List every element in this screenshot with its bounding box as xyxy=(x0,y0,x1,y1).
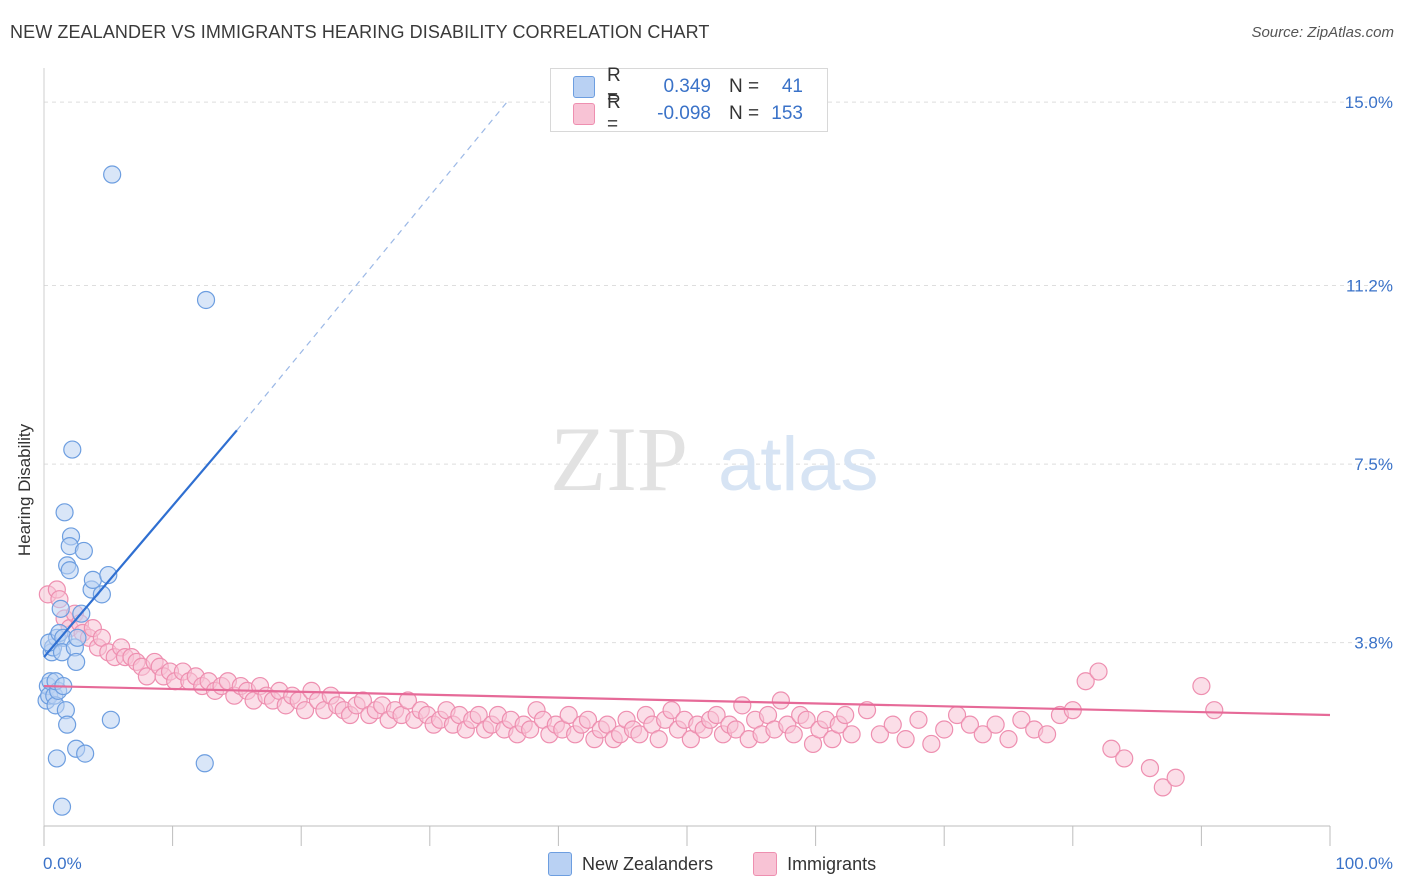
immigrants-point xyxy=(1012,710,1031,729)
y-tick-label: 15.0% xyxy=(1345,93,1393,112)
trend-lines xyxy=(43,101,1331,717)
axes xyxy=(43,68,1331,846)
new-zealanders-trend-extension xyxy=(236,101,508,431)
watermark-zip: ZIP xyxy=(550,408,688,510)
immigrants-point xyxy=(935,720,954,739)
new-zealanders-points xyxy=(37,165,216,816)
new-zealanders-point xyxy=(92,585,111,604)
immigrants-point xyxy=(973,725,992,744)
chart-title: NEW ZEALANDER VS IMMIGRANTS HEARING DISA… xyxy=(10,22,710,42)
immigrants-point xyxy=(896,730,915,749)
immigrants-point xyxy=(1115,749,1134,768)
new-zealanders-point xyxy=(76,744,95,763)
legend-item-new-zealanders: New Zealanders xyxy=(548,852,713,876)
x-tick-label: 0.0% xyxy=(43,854,82,873)
immigrants-point xyxy=(1192,676,1211,696)
immigrants-point xyxy=(726,720,745,739)
x-tick-label: 100.0% xyxy=(1335,854,1393,873)
new-zealanders-point xyxy=(99,565,118,585)
immigrants-point xyxy=(960,715,980,734)
chart-source: Source: ZipAtlas.com xyxy=(1251,24,1394,41)
legend-label: New Zealanders xyxy=(582,853,714,874)
y-tick-labels: 3.8% 7.5% 11.2% 15.0% xyxy=(1345,93,1393,652)
immigrants-point xyxy=(1076,672,1095,691)
n-label: N = xyxy=(729,76,760,97)
new-zealanders-point xyxy=(68,628,87,647)
immigrants-point xyxy=(1037,725,1057,744)
r-label: R = xyxy=(607,65,621,108)
new-zealanders-point xyxy=(74,541,93,561)
x-tick-labels: 0.0% 100.0% xyxy=(43,854,1393,873)
new-zealanders-point xyxy=(55,503,74,522)
immigrants-point xyxy=(1140,758,1160,778)
immigrants-point xyxy=(521,720,540,739)
new-zealanders-point xyxy=(52,797,72,816)
immigrants-point xyxy=(842,725,861,744)
new-zealanders-point xyxy=(47,749,66,768)
immigrants-point xyxy=(999,730,1018,749)
immigrants-point xyxy=(1205,701,1224,720)
immigrants-trend-line xyxy=(43,684,1331,717)
n-value: 41 xyxy=(781,76,803,97)
immigrants-point xyxy=(909,710,928,729)
immigrants-point xyxy=(870,725,890,744)
n-value: 153 xyxy=(771,103,803,124)
immigrants-point xyxy=(1102,739,1121,758)
new-zealanders-point xyxy=(196,290,216,310)
immigrants-point xyxy=(707,705,726,725)
legend-item-immigrants: Immigrants xyxy=(753,852,876,876)
immigrants-point xyxy=(836,705,855,725)
r-value: -0.098 xyxy=(657,103,711,124)
legend-swatch-pink xyxy=(753,852,778,876)
immigrants-point xyxy=(1166,768,1185,787)
immigrants-point xyxy=(398,691,418,710)
new-zealanders-point xyxy=(58,715,77,734)
immigrants-point xyxy=(784,725,803,744)
r-value: 0.349 xyxy=(663,76,711,97)
immigrants-point xyxy=(1153,778,1172,797)
stats-row-new-zealanders: R = 0.349 N = 41 xyxy=(573,65,803,108)
new-zealanders-trend-line xyxy=(43,429,238,658)
immigrants-point xyxy=(733,696,752,715)
immigrants-point xyxy=(578,710,598,729)
immigrants-point xyxy=(922,734,941,754)
legend-swatch-pink xyxy=(573,103,595,125)
immigrants-point xyxy=(649,730,668,749)
watermark-atlas: atlas xyxy=(718,422,879,507)
immigrants-point xyxy=(771,691,790,710)
legend-swatch-blue xyxy=(548,852,572,876)
y-axis-label: Hearing Disability xyxy=(16,423,34,556)
y-tick-label: 11.2% xyxy=(1346,277,1393,296)
stats-legend: R = 0.349 N = 41 R = -0.098 N = 153 xyxy=(550,65,828,135)
immigrants-points xyxy=(38,580,1224,797)
immigrants-point xyxy=(295,701,315,720)
immigrants-point xyxy=(986,715,1005,734)
r-label: R = xyxy=(607,92,621,135)
legend-swatch-blue xyxy=(573,76,595,98)
new-zealanders-point xyxy=(67,652,86,672)
immigrants-point xyxy=(559,705,578,725)
new-zealanders-point xyxy=(60,561,79,580)
immigrants-point xyxy=(857,701,877,720)
new-zealanders-point xyxy=(195,754,214,773)
y-axis-label-holder: Hearing Disability xyxy=(16,423,34,556)
immigrants-point xyxy=(797,710,816,729)
immigrants-point xyxy=(662,701,681,720)
y-tick-label: 3.8% xyxy=(1354,634,1393,653)
stats-row-immigrants: R = -0.098 N = 153 xyxy=(573,92,803,135)
immigrants-point xyxy=(630,725,649,744)
immigrants-point xyxy=(1089,662,1108,681)
series-legend: New Zealanders Immigrants xyxy=(548,852,916,876)
new-zealanders-point xyxy=(103,165,122,184)
new-zealanders-point xyxy=(51,599,70,618)
immigrants-point xyxy=(883,715,902,734)
new-zealanders-point xyxy=(63,440,82,459)
legend-label: Immigrants xyxy=(787,853,877,874)
y-tick-label: 7.5% xyxy=(1354,455,1393,474)
gridlines xyxy=(44,101,1390,644)
n-label: N = xyxy=(729,103,760,124)
new-zealanders-point xyxy=(101,710,120,729)
